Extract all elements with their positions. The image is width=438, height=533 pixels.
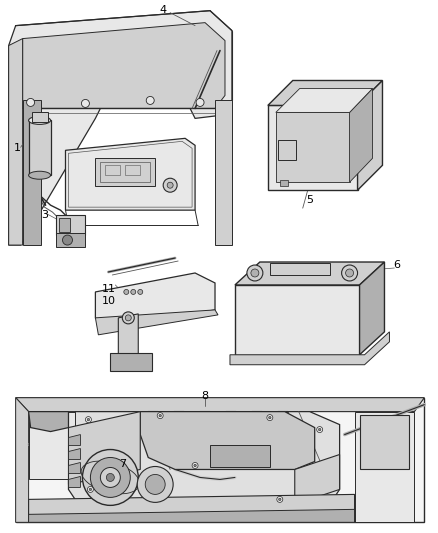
Circle shape [146,96,154,104]
Bar [56,215,85,235]
Circle shape [138,289,143,294]
Circle shape [81,100,89,108]
Circle shape [346,269,353,277]
Polygon shape [268,80,382,106]
Polygon shape [23,22,225,108]
Circle shape [277,496,283,503]
Circle shape [122,312,134,324]
Polygon shape [28,495,355,522]
Bar [106,165,120,175]
Circle shape [163,178,177,192]
Bar [59,218,71,232]
Polygon shape [28,411,68,432]
Polygon shape [276,88,372,112]
Circle shape [82,449,138,505]
Circle shape [131,289,136,294]
Polygon shape [68,463,81,473]
Circle shape [317,426,323,433]
Polygon shape [360,262,385,355]
Bar [110,353,152,371]
Polygon shape [95,273,215,328]
Circle shape [268,416,271,419]
Polygon shape [276,112,350,182]
Bar [100,162,150,182]
Polygon shape [68,411,140,484]
Text: 10: 10 [101,296,115,306]
Polygon shape [28,510,355,522]
Polygon shape [9,11,232,245]
Text: 6: 6 [393,260,400,270]
Circle shape [90,457,130,497]
Bar [278,140,296,160]
Bar [280,180,288,186]
Bar [125,165,140,175]
Circle shape [279,498,281,500]
Bar [32,112,48,123]
Ellipse shape [28,116,50,124]
Circle shape [145,474,165,495]
Text: 4: 4 [159,5,167,15]
Polygon shape [16,398,28,522]
Circle shape [100,467,120,487]
Polygon shape [16,398,424,411]
Text: 7: 7 [119,459,126,470]
Text: 8: 8 [201,391,208,401]
Polygon shape [95,310,218,335]
Polygon shape [68,434,81,446]
Circle shape [125,315,131,321]
Bar [95,158,155,186]
Polygon shape [68,449,81,459]
Polygon shape [210,445,270,467]
Polygon shape [9,38,23,245]
Polygon shape [140,411,314,470]
Circle shape [63,235,72,245]
Bar [270,263,330,275]
Circle shape [192,463,198,469]
Text: 11: 11 [101,284,115,294]
Text: 1: 1 [14,143,21,154]
Circle shape [137,466,173,503]
Polygon shape [215,100,232,245]
Circle shape [247,265,263,281]
Circle shape [267,415,273,421]
Circle shape [342,265,357,281]
Circle shape [106,473,114,481]
Circle shape [194,464,196,467]
Circle shape [88,487,93,492]
Polygon shape [268,106,357,190]
Polygon shape [118,314,138,360]
Polygon shape [68,477,81,487]
Circle shape [167,182,173,188]
Circle shape [159,415,161,417]
Polygon shape [230,332,389,365]
Circle shape [157,413,163,418]
Bar [23,100,41,245]
Polygon shape [360,415,410,470]
Circle shape [27,99,35,107]
Circle shape [251,269,259,277]
Text: 3: 3 [41,210,48,220]
Polygon shape [350,88,372,182]
Polygon shape [235,285,360,355]
Circle shape [196,99,204,107]
Polygon shape [295,455,339,504]
Circle shape [87,418,90,421]
Ellipse shape [28,171,50,179]
Polygon shape [28,120,50,175]
Circle shape [318,429,321,431]
Polygon shape [355,411,414,522]
Polygon shape [68,411,339,518]
Polygon shape [357,80,382,190]
Polygon shape [28,411,75,480]
Circle shape [124,289,129,294]
Polygon shape [16,398,424,522]
Text: 5: 5 [306,195,313,205]
Polygon shape [235,262,385,285]
Circle shape [89,488,92,490]
Polygon shape [66,139,195,210]
Circle shape [85,417,92,423]
Bar [56,233,85,247]
